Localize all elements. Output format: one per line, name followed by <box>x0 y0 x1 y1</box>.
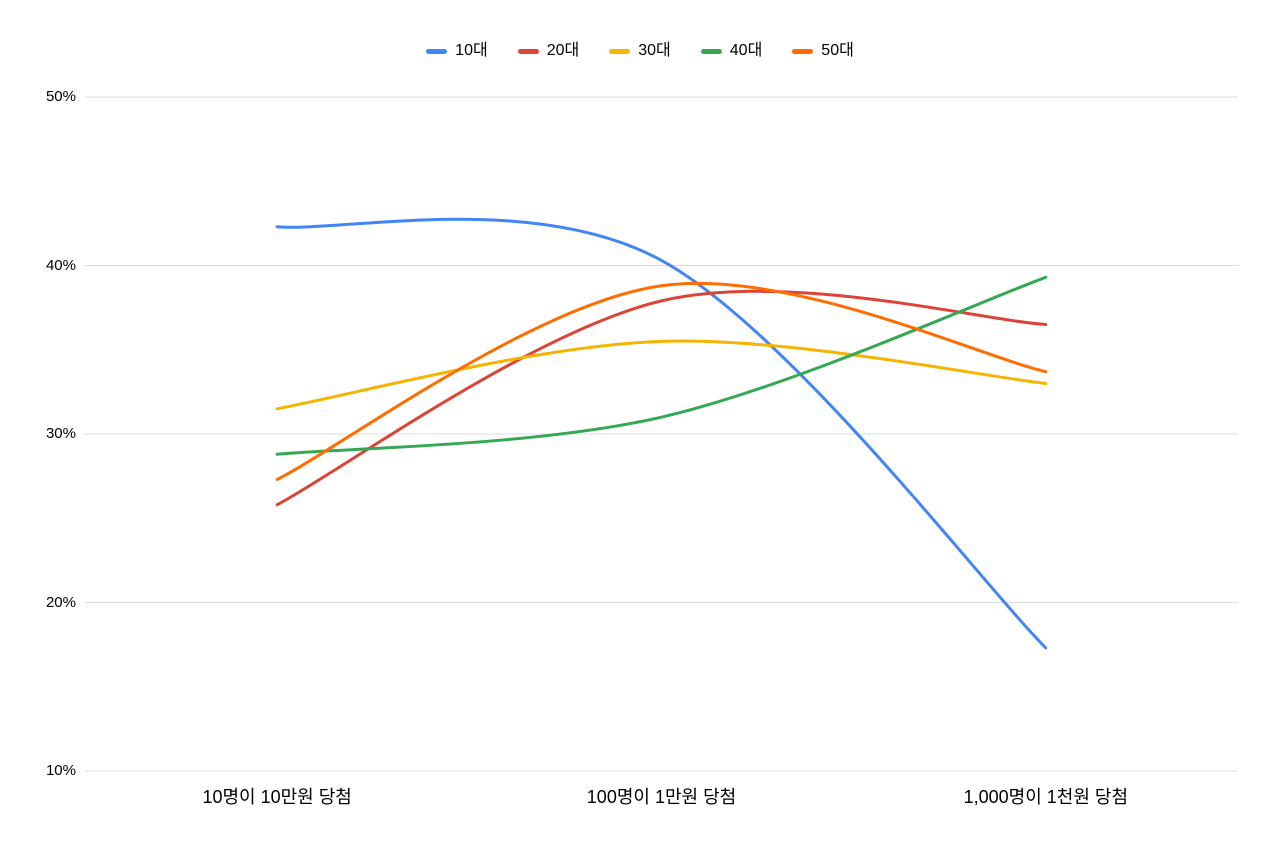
legend-item[interactable]: 40대 <box>700 42 763 59</box>
legend-item[interactable]: 50대 <box>792 43 854 59</box>
legend-item[interactable]: 10대 <box>426 43 488 59</box>
series-line-20대 <box>275 289 1048 507</box>
legend-series-swatch-icon <box>517 48 539 54</box>
y-axis-tick-label: 40% <box>45 256 76 274</box>
legend-series-swatch-icon <box>700 48 722 54</box>
legend-series-label: 50대 <box>821 42 854 59</box>
chart-legend: 10대 20대 30대 40대 50대 <box>0 38 1280 64</box>
legend-item[interactable]: 20대 <box>517 42 580 59</box>
series-line-50대 <box>275 281 1048 481</box>
series-line-30대 <box>275 339 1048 411</box>
x-axis-category-label: 1,000명이 1천원 당첨 <box>963 787 1129 807</box>
series-line-40대 <box>275 275 1048 456</box>
legend-series-label: 10대 <box>455 42 488 59</box>
legend-series-swatch-icon <box>792 48 814 54</box>
legend-series-label: 40대 <box>729 42 763 59</box>
legend-series-swatch-icon <box>426 48 448 54</box>
legend-series-swatch-icon <box>609 48 631 54</box>
x-axis-category-label: 100명이 1만원 당첨 <box>586 787 737 807</box>
y-axis-tick-label: 20% <box>45 593 76 611</box>
x-axis-category-label: 10명이 10만원 당첨 <box>202 787 352 807</box>
y-axis-tick-label: 50% <box>45 88 76 105</box>
y-axis-tick-label: 10% <box>45 762 76 779</box>
series-line-10대 <box>275 217 1048 650</box>
legend-series-label: 30대 <box>638 42 671 59</box>
y-axis-tick-label: 30% <box>45 425 76 442</box>
legend-series-label: 20대 <box>546 42 580 59</box>
legend-item[interactable]: 30대 <box>609 43 671 59</box>
